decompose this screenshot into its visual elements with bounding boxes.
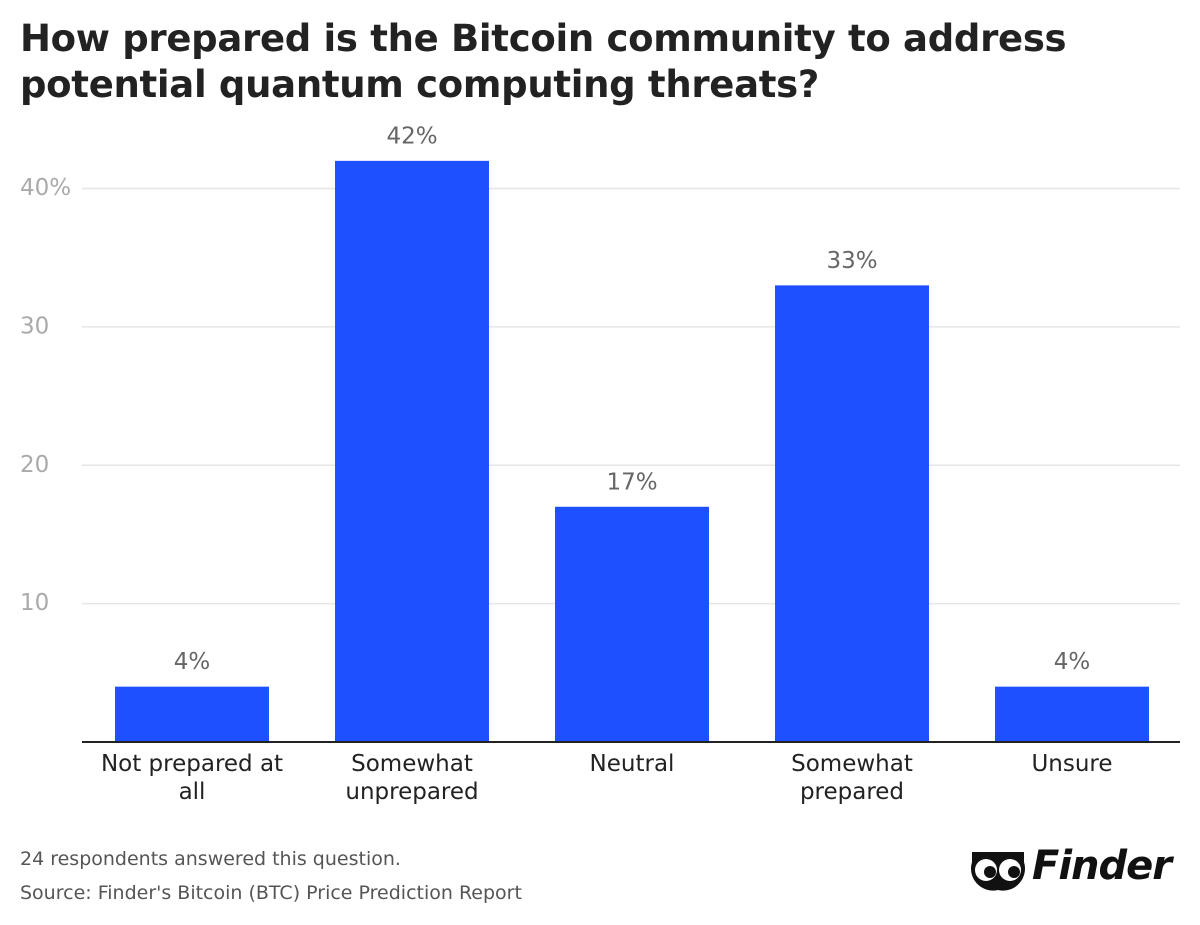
y-tick-label: 20 bbox=[20, 452, 49, 478]
x-tick-label: Unsure bbox=[1031, 751, 1113, 777]
bar bbox=[775, 285, 929, 742]
y-tick-label: 40% bbox=[20, 175, 71, 201]
bar bbox=[335, 160, 489, 742]
logo: Finder bbox=[1032, 843, 1172, 889]
data-label: 33% bbox=[826, 248, 877, 274]
bar bbox=[995, 686, 1149, 742]
data-label: 4% bbox=[1054, 649, 1091, 675]
data-label: 4% bbox=[174, 649, 211, 675]
logo-eyes bbox=[970, 852, 1026, 891]
x-tick-label: Not prepared at all bbox=[100, 751, 284, 805]
source: Source: Finder's Bitcoin (BTC) Price Pre… bbox=[20, 882, 522, 904]
x-tick-label: Neutral bbox=[589, 751, 675, 777]
data-label: 17% bbox=[606, 469, 657, 495]
y-tick-label: 10 bbox=[20, 590, 49, 616]
x-tick-label: Somewhat unprepared bbox=[345, 751, 479, 805]
bar bbox=[555, 506, 709, 742]
data-label: 42% bbox=[386, 123, 437, 149]
x-tick-label: Somewhat prepared bbox=[791, 751, 913, 805]
y-tick-label: 30 bbox=[20, 313, 49, 339]
footnote: 24 respondents answered this question. bbox=[20, 848, 401, 870]
bar bbox=[115, 686, 269, 742]
chart-title: How prepared is the Bitcoin community to… bbox=[20, 17, 1067, 106]
